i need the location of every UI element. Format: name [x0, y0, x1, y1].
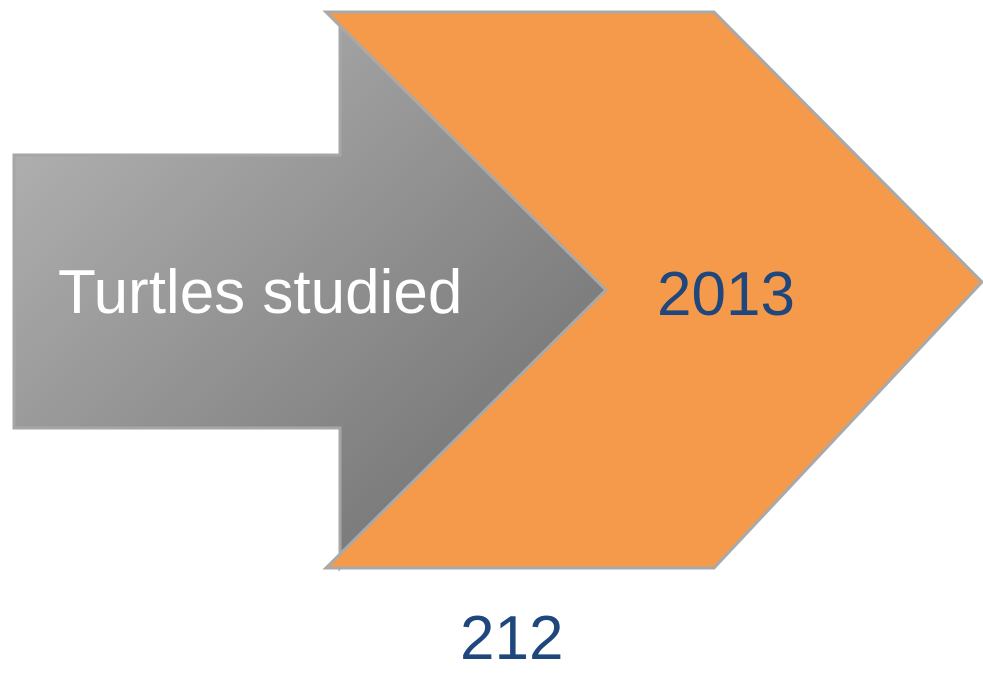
orange-chevron-shape	[322, 10, 983, 570]
arrow-label: Turtles studied	[58, 258, 463, 327]
chevron-year-label: 2013	[657, 260, 795, 329]
count-label: 212	[460, 604, 564, 673]
